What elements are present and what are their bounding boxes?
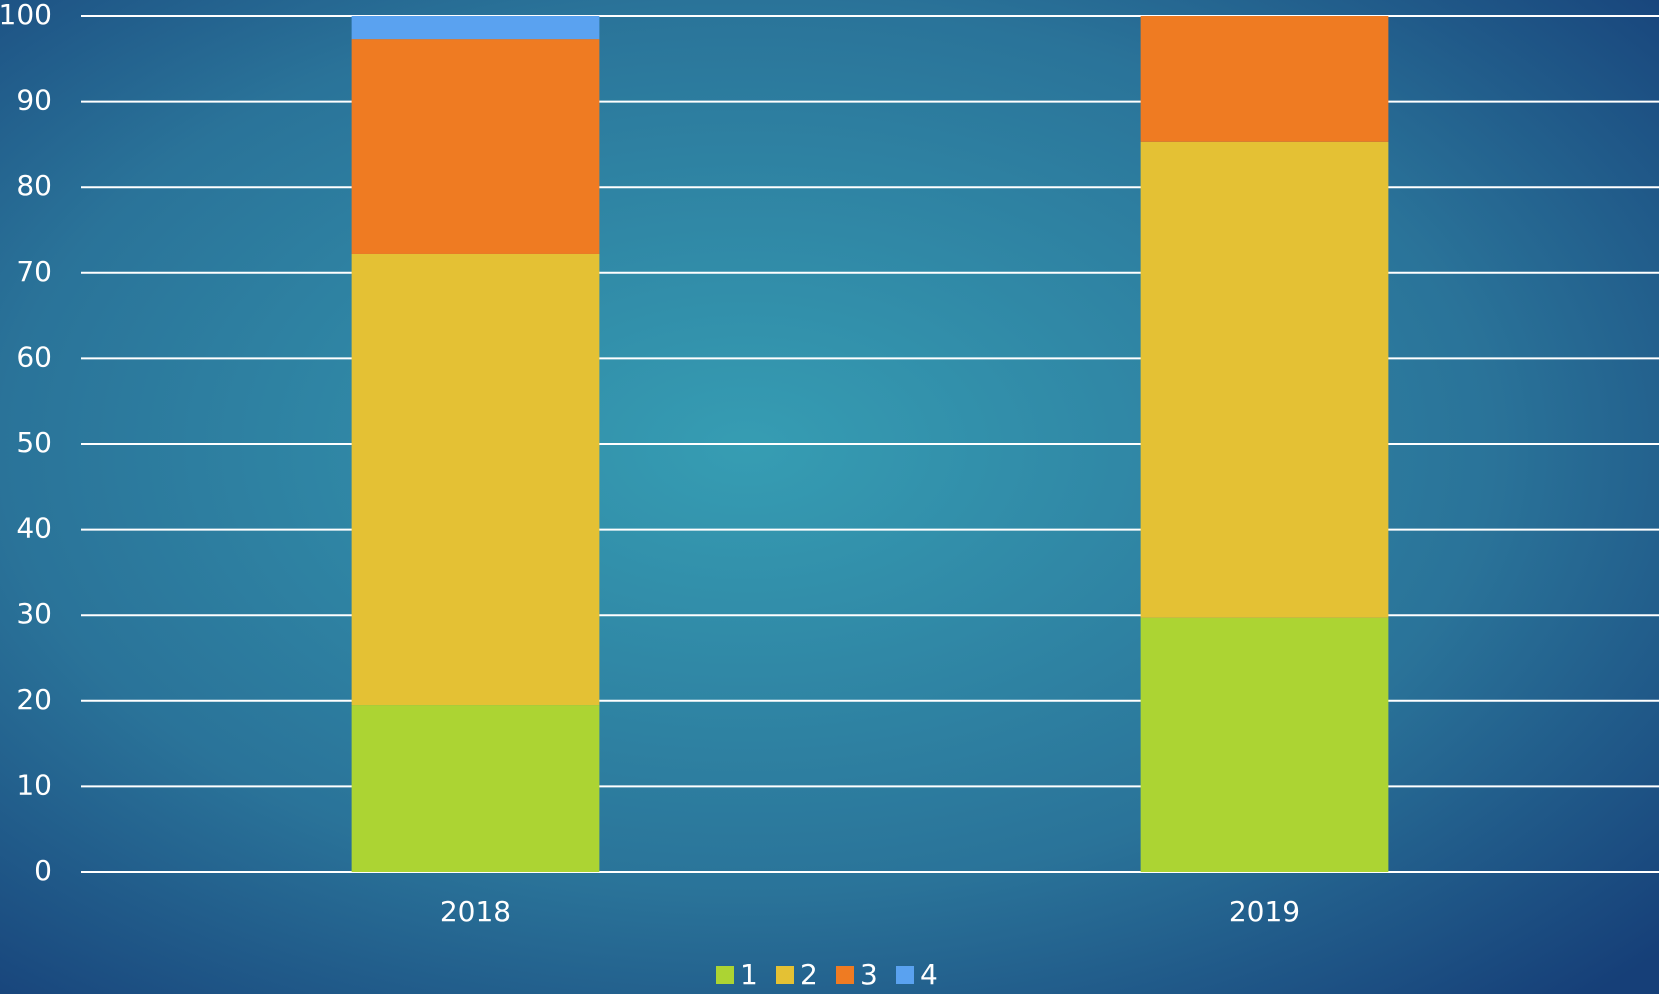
bar-segment xyxy=(351,705,600,872)
legend-swatch xyxy=(896,966,914,984)
y-tick-label: 10 xyxy=(16,768,52,801)
y-tick-label: 60 xyxy=(16,340,52,373)
bar-segment xyxy=(351,253,600,706)
y-tick-label: 100 xyxy=(0,0,52,31)
bar-segment xyxy=(1140,16,1389,142)
bar-segment xyxy=(351,16,600,40)
y-tick-label: 50 xyxy=(16,426,52,459)
y-tick-label: 30 xyxy=(16,597,52,630)
bar-segment xyxy=(1140,141,1389,618)
legend-label: 2 xyxy=(800,958,818,991)
bar-segment xyxy=(351,39,600,254)
y-tick-label: 90 xyxy=(16,84,52,117)
legend-label: 1 xyxy=(740,958,758,991)
y-tick-label: 0 xyxy=(34,854,52,887)
legend-label: 4 xyxy=(920,958,938,991)
legend-swatch xyxy=(776,966,794,984)
x-tick-label: 2019 xyxy=(1229,895,1300,928)
y-tick-label: 80 xyxy=(16,169,52,202)
y-tick-label: 70 xyxy=(16,255,52,288)
y-tick-label: 40 xyxy=(16,512,52,545)
bar-segment xyxy=(1140,617,1389,872)
y-tick-label: 20 xyxy=(16,683,52,716)
legend-swatch xyxy=(836,966,854,984)
legend-swatch xyxy=(716,966,734,984)
x-tick-label: 2018 xyxy=(440,895,511,928)
legend-label: 3 xyxy=(860,958,878,991)
